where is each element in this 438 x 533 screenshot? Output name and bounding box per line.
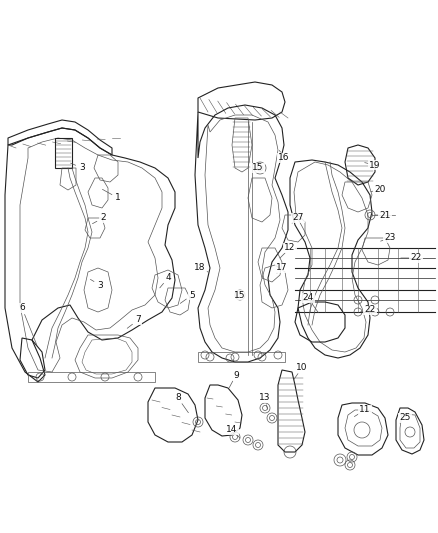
Text: 20: 20 xyxy=(374,185,386,195)
Text: 18: 18 xyxy=(194,263,206,272)
Text: 15: 15 xyxy=(252,164,264,173)
Text: 8: 8 xyxy=(175,393,181,402)
Text: 7: 7 xyxy=(135,316,141,325)
Text: 5: 5 xyxy=(189,290,195,300)
Text: 13: 13 xyxy=(259,393,271,402)
Text: 6: 6 xyxy=(19,303,25,312)
Text: 27: 27 xyxy=(292,214,304,222)
Text: 22: 22 xyxy=(364,305,376,314)
Text: 15: 15 xyxy=(234,290,246,300)
Text: 17: 17 xyxy=(276,263,288,272)
Text: 24: 24 xyxy=(302,294,314,303)
Text: 3: 3 xyxy=(97,280,103,289)
Text: 2: 2 xyxy=(100,214,106,222)
Text: 3: 3 xyxy=(79,164,85,173)
Text: 19: 19 xyxy=(369,160,381,169)
Text: 12: 12 xyxy=(284,244,296,253)
Text: 10: 10 xyxy=(296,364,308,373)
Text: 25: 25 xyxy=(399,414,411,423)
Text: 16: 16 xyxy=(278,154,290,163)
Text: 1: 1 xyxy=(115,193,121,203)
Text: 4: 4 xyxy=(165,273,171,282)
Text: 22: 22 xyxy=(410,254,422,262)
Text: 21: 21 xyxy=(379,211,391,220)
Text: 11: 11 xyxy=(359,406,371,415)
Text: 14: 14 xyxy=(226,425,238,434)
Text: 23: 23 xyxy=(384,233,396,243)
Text: 9: 9 xyxy=(233,370,239,379)
